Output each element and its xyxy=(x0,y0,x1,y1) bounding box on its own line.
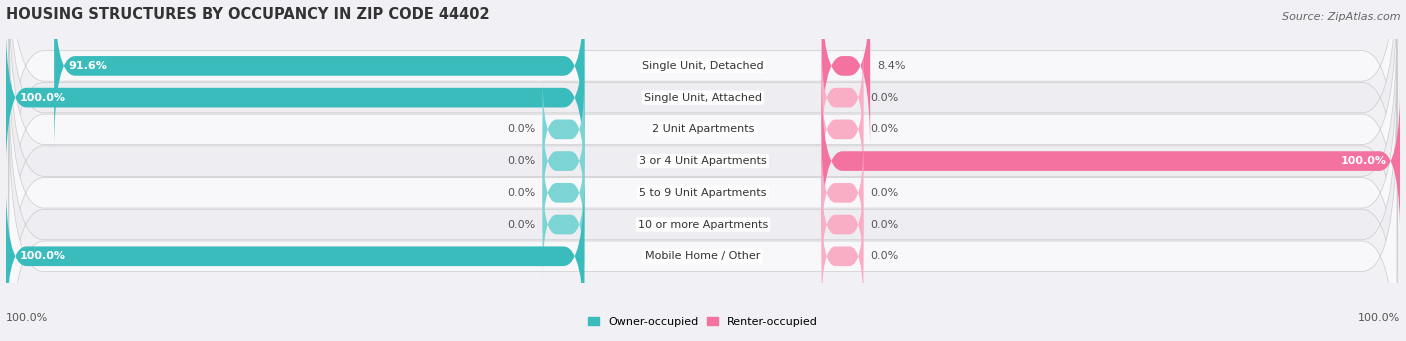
Text: Single Unit, Attached: Single Unit, Attached xyxy=(644,93,762,103)
FancyBboxPatch shape xyxy=(821,0,870,151)
FancyBboxPatch shape xyxy=(8,18,1398,305)
Text: 3 or 4 Unit Apartments: 3 or 4 Unit Apartments xyxy=(640,156,766,166)
FancyBboxPatch shape xyxy=(55,0,585,151)
FancyBboxPatch shape xyxy=(8,49,1398,336)
FancyBboxPatch shape xyxy=(821,76,1400,247)
FancyBboxPatch shape xyxy=(821,76,863,183)
Text: 10 or more Apartments: 10 or more Apartments xyxy=(638,220,768,229)
Text: 5 to 9 Unit Apartments: 5 to 9 Unit Apartments xyxy=(640,188,766,198)
Text: 0.0%: 0.0% xyxy=(508,124,536,134)
Legend: Owner-occupied, Renter-occupied: Owner-occupied, Renter-occupied xyxy=(583,312,823,331)
FancyBboxPatch shape xyxy=(821,203,863,310)
Text: 2 Unit Apartments: 2 Unit Apartments xyxy=(652,124,754,134)
FancyBboxPatch shape xyxy=(821,44,863,151)
Text: Mobile Home / Other: Mobile Home / Other xyxy=(645,251,761,261)
FancyBboxPatch shape xyxy=(6,12,585,183)
Text: Single Unit, Detached: Single Unit, Detached xyxy=(643,61,763,71)
Text: 0.0%: 0.0% xyxy=(508,156,536,166)
FancyBboxPatch shape xyxy=(8,113,1398,341)
Text: 100.0%: 100.0% xyxy=(6,313,48,323)
Text: 0.0%: 0.0% xyxy=(870,93,898,103)
Text: 8.4%: 8.4% xyxy=(877,61,905,71)
Text: 0.0%: 0.0% xyxy=(508,188,536,198)
Text: 0.0%: 0.0% xyxy=(870,220,898,229)
FancyBboxPatch shape xyxy=(821,171,863,278)
Text: 100.0%: 100.0% xyxy=(20,251,66,261)
Text: 91.6%: 91.6% xyxy=(67,61,107,71)
Text: 100.0%: 100.0% xyxy=(1340,156,1386,166)
Text: 100.0%: 100.0% xyxy=(1358,313,1400,323)
Text: 100.0%: 100.0% xyxy=(20,93,66,103)
Text: 0.0%: 0.0% xyxy=(870,251,898,261)
FancyBboxPatch shape xyxy=(821,139,863,247)
FancyBboxPatch shape xyxy=(543,107,585,215)
Text: 0.0%: 0.0% xyxy=(870,188,898,198)
FancyBboxPatch shape xyxy=(8,0,1398,241)
Text: HOUSING STRUCTURES BY OCCUPANCY IN ZIP CODE 44402: HOUSING STRUCTURES BY OCCUPANCY IN ZIP C… xyxy=(6,7,489,22)
FancyBboxPatch shape xyxy=(543,171,585,278)
Text: 0.0%: 0.0% xyxy=(508,220,536,229)
Text: 0.0%: 0.0% xyxy=(870,124,898,134)
Text: Source: ZipAtlas.com: Source: ZipAtlas.com xyxy=(1282,12,1400,22)
FancyBboxPatch shape xyxy=(6,171,585,341)
FancyBboxPatch shape xyxy=(543,139,585,247)
FancyBboxPatch shape xyxy=(543,76,585,183)
FancyBboxPatch shape xyxy=(8,81,1398,341)
FancyBboxPatch shape xyxy=(8,0,1398,209)
FancyBboxPatch shape xyxy=(8,0,1398,273)
